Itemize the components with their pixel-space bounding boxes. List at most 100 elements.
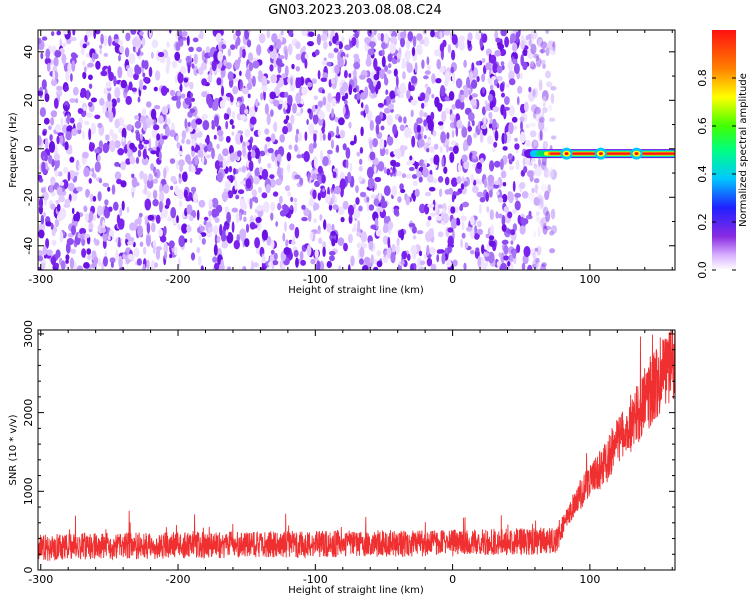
noise-blob xyxy=(193,53,198,65)
noise-blob xyxy=(467,125,472,132)
noise-blob xyxy=(239,70,242,76)
noise-blob xyxy=(194,155,199,165)
noise-blob xyxy=(423,254,427,259)
noise-blob xyxy=(71,128,78,136)
noise-blob xyxy=(388,63,392,69)
noise-blob xyxy=(358,205,363,212)
noise-blob xyxy=(177,189,184,200)
noise-blob xyxy=(395,148,402,160)
noise-blob xyxy=(77,233,81,239)
noise-blob xyxy=(295,112,302,117)
noise-blob xyxy=(550,225,558,234)
noise-blob xyxy=(41,36,48,41)
noise-blob xyxy=(486,243,490,251)
noise-blob xyxy=(462,201,469,208)
noise-blob xyxy=(235,30,241,37)
noise-blob xyxy=(430,111,435,121)
noise-blob xyxy=(312,189,317,200)
noise-blob xyxy=(353,134,357,144)
x-tick-label: -200 xyxy=(166,573,191,586)
noise-blob xyxy=(275,221,279,227)
noise-blob xyxy=(242,266,247,270)
noise-blob xyxy=(307,81,313,88)
noise-blob xyxy=(84,212,89,223)
noise-blob xyxy=(353,203,356,210)
noise-blob xyxy=(508,191,514,204)
noise-blob xyxy=(175,41,181,51)
noise-blob xyxy=(293,249,299,258)
noise-blob xyxy=(45,48,51,59)
noise-blob xyxy=(266,235,272,246)
noise-blob xyxy=(127,149,133,159)
noise-blob xyxy=(494,130,499,142)
noise-blob xyxy=(528,86,532,93)
noise-blob xyxy=(146,259,150,270)
noise-blob xyxy=(519,182,526,190)
noise-blob xyxy=(538,79,543,91)
noise-blob xyxy=(82,71,87,80)
noise-blob xyxy=(98,178,103,184)
noise-blob xyxy=(344,92,349,100)
noise-blob xyxy=(126,206,130,213)
noise-blob xyxy=(117,218,125,230)
noise-blob xyxy=(282,75,289,86)
signal-bright-spot xyxy=(564,152,569,156)
noise-blob xyxy=(217,50,224,62)
noise-blob xyxy=(217,172,223,183)
noise-blob xyxy=(225,62,232,70)
noise-blob xyxy=(277,55,285,60)
noise-blob xyxy=(140,133,143,142)
noise-blob xyxy=(168,240,175,249)
noise-blob xyxy=(131,87,137,92)
noise-blob xyxy=(261,229,268,241)
noise-blob xyxy=(270,212,274,221)
noise-blob xyxy=(38,255,44,262)
noise-blob xyxy=(56,213,64,222)
noise-blob xyxy=(348,73,352,78)
noise-blob xyxy=(500,30,507,37)
noise-blob xyxy=(543,203,547,215)
noise-blob xyxy=(198,199,206,208)
noise-blob xyxy=(38,90,43,96)
noise-blob xyxy=(114,86,121,99)
noise-blob xyxy=(414,62,418,74)
noise-blob xyxy=(409,155,413,161)
noise-blob xyxy=(501,239,509,245)
noise-blob xyxy=(231,124,235,129)
noise-blob xyxy=(284,185,291,192)
noise-blob xyxy=(198,255,202,266)
noise-blob xyxy=(143,173,148,185)
noise-blob xyxy=(423,36,430,47)
noise-blob xyxy=(472,179,477,186)
noise-blob xyxy=(317,100,323,108)
noise-blob xyxy=(234,179,238,191)
noise-blob xyxy=(411,193,415,199)
noise-blob xyxy=(221,191,229,202)
noise-blob xyxy=(530,61,535,69)
noise-blob xyxy=(111,133,118,141)
noise-blob xyxy=(83,106,87,111)
noise-blob xyxy=(313,131,317,143)
noise-blob xyxy=(425,220,431,228)
noise-blob xyxy=(510,263,514,270)
noise-blob xyxy=(206,93,212,106)
noise-blob xyxy=(416,44,423,56)
noise-blob xyxy=(245,68,251,80)
colorbar-gradient xyxy=(712,30,736,270)
noise-blob xyxy=(231,221,235,233)
noise-blob xyxy=(122,136,125,142)
noise-blob xyxy=(493,141,498,148)
noise-blob xyxy=(457,163,462,172)
noise-blob xyxy=(355,37,359,49)
noise-blob xyxy=(530,104,538,113)
noise-blob xyxy=(390,159,397,167)
noise-blob xyxy=(472,185,479,194)
noise-blob xyxy=(85,188,90,198)
noise-blob xyxy=(367,48,375,56)
noise-blob xyxy=(127,240,134,246)
noise-blob xyxy=(542,102,546,107)
noise-blob xyxy=(308,143,314,154)
noise-blob xyxy=(466,76,471,89)
noise-blob xyxy=(230,44,236,50)
noise-blob xyxy=(50,222,54,230)
